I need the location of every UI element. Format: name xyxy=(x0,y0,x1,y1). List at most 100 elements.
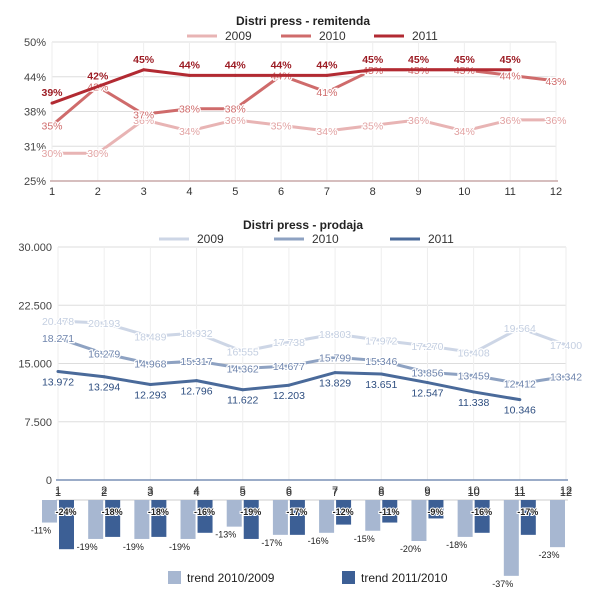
prodaja-data-point-2009 xyxy=(472,351,476,355)
prodaja-data-point-2011 xyxy=(472,390,476,394)
remitenda-legend-label-2010: 2010 xyxy=(319,29,346,43)
prodaja-data-label-2009: 17.972 xyxy=(365,335,397,347)
prodaja-x-tick-label: 9 xyxy=(424,485,430,497)
remitenda-x-tick-label: 3 xyxy=(141,186,147,198)
trend-data-label-trend-2010-2009: -23% xyxy=(538,550,559,560)
prodaja-data-point-2010 xyxy=(56,336,60,340)
trend-data-label-trend-2010-2009: -19% xyxy=(123,542,144,552)
prodaja-data-point-2011 xyxy=(518,398,522,402)
prodaja-data-label-2009: 19.564 xyxy=(504,323,536,335)
prodaja-data-point-2010 xyxy=(195,359,199,363)
remitenda-data-point-2009 xyxy=(554,118,558,122)
remitenda-data-label-2011: 44% xyxy=(225,59,247,71)
remitenda-data-label-2009: 36% xyxy=(225,115,246,127)
remitenda-data-point-2010 xyxy=(508,73,512,77)
prodaja-data-label-2010: 18.271 xyxy=(42,333,74,345)
prodaja-x-tick-label: 6 xyxy=(286,485,292,497)
remitenda-data-label-2009: 34% xyxy=(179,126,200,138)
remitenda-data-label-2011: 44% xyxy=(271,59,293,71)
prodaja-x-tick-label: 1 xyxy=(55,485,61,497)
remitenda-data-point-2011 xyxy=(233,73,237,77)
trend-data-label-trend-2010-2009: -19% xyxy=(169,542,190,552)
trend-legend-swatch xyxy=(342,571,355,584)
remitenda-y-tick-label: 44% xyxy=(24,72,46,84)
prodaja-data-label-2010: 14.677 xyxy=(273,361,305,373)
trend-data-label-trend-2011-2010: -19% xyxy=(240,507,261,517)
remitenda-data-point-2010 xyxy=(142,112,146,116)
remitenda-data-label-2009: 35% xyxy=(362,120,383,132)
remitenda-data-label-2010: 35% xyxy=(41,120,62,132)
prodaja-data-label-2011: 13.651 xyxy=(365,379,397,391)
trend-data-label-trend-2011-2010: -18% xyxy=(102,507,123,517)
remitenda-data-label-2011: 45% xyxy=(133,54,155,66)
trend-bar-trend-2011-2010 xyxy=(336,500,352,525)
prodaja-data-point-2011 xyxy=(56,369,60,373)
trend-bar-trend-2010-2009 xyxy=(88,500,104,539)
remitenda-data-point-2010 xyxy=(50,123,54,127)
prodaja-data-point-2011 xyxy=(379,372,383,376)
trend-bar-trend-2011-2010 xyxy=(105,500,121,537)
prodaja-x-tick-label: 2 xyxy=(101,485,107,497)
prodaja-data-label-2011: 12.293 xyxy=(134,390,166,402)
prodaja-data-point-2010 xyxy=(287,364,291,368)
prodaja-data-point-2009 xyxy=(379,338,383,342)
trend-x-tick-label: 12 xyxy=(560,487,572,499)
trend-data-label-trend-2010-2009: -18% xyxy=(446,540,467,550)
prodaja-data-point-2011 xyxy=(425,381,429,385)
prodaja-data-point-2010 xyxy=(518,382,522,386)
trend-data-label-trend-2011-2010: -18% xyxy=(148,507,169,517)
prodaja-x-tick-label: 10 xyxy=(468,485,480,497)
prodaja-data-point-2009 xyxy=(102,321,106,325)
trend-bar-trend-2010-2009 xyxy=(503,500,519,576)
remitenda-x-tick-label: 8 xyxy=(370,186,376,198)
remitenda-data-label-2009: 30% xyxy=(87,148,108,160)
prodaja-data-point-2009 xyxy=(333,332,337,336)
trend-data-label-trend-2011-2010: -9% xyxy=(427,507,443,517)
remitenda-data-label-2011: 45% xyxy=(408,54,430,66)
trend-bar-trend-2011-2010 xyxy=(474,500,490,533)
remitenda-data-point-2009 xyxy=(462,129,466,133)
trend-data-label-trend-2010-2009: -15% xyxy=(354,534,375,544)
prodaja-data-point-2010 xyxy=(425,370,429,374)
trend-x-tick-label: 10 xyxy=(468,487,480,499)
remitenda-data-point-2010 xyxy=(554,79,558,83)
prodaja-y-tick-label: 0 xyxy=(46,475,52,487)
prodaja-legend-label-2009: 2009 xyxy=(197,232,224,246)
prodaja-data-point-2009 xyxy=(56,319,60,323)
prodaja-legend-label-2011: 2011 xyxy=(428,232,454,246)
prodaja-data-point-2010 xyxy=(148,362,152,366)
remitenda-data-point-2009 xyxy=(187,129,191,133)
remitenda-y-tick-label: 25% xyxy=(24,176,46,188)
prodaja-x-tick-label: 4 xyxy=(193,485,199,497)
prodaja-data-label-2009: 17.400 xyxy=(550,340,582,352)
trend-bar-trend-2010-2009 xyxy=(134,500,150,539)
prodaja-data-label-2009: 17.270 xyxy=(411,341,443,353)
prodaja-data-label-2009: 18.932 xyxy=(180,328,212,340)
remitenda-data-label-2010: 41% xyxy=(316,87,337,99)
remitenda-x-tick-label: 6 xyxy=(278,186,284,198)
prodaja-data-label-2011: 13.829 xyxy=(319,378,351,390)
remitenda-data-label-2011: 44% xyxy=(179,59,201,71)
trend-data-label-trend-2011-2010: -16% xyxy=(194,507,215,517)
prodaja-data-label-2010: 14.968 xyxy=(134,359,166,371)
trend-bar-trend-2011-2010 xyxy=(59,500,74,550)
trend-bar-trend-2010-2009 xyxy=(42,500,57,523)
remitenda-data-point-2009 xyxy=(142,118,146,122)
trend-bar-trend-2011-2010 xyxy=(289,500,305,535)
prodaja-y-tick-label: 15.000 xyxy=(18,359,52,371)
trend-data-label-trend-2010-2009: -37% xyxy=(492,579,513,589)
trend-bar-trend-2011-2010 xyxy=(520,500,536,535)
prodaja-y-tick-label: 30.000 xyxy=(18,242,52,254)
trend-x-tick-label: 11 xyxy=(514,487,525,499)
remitenda-data-label-2009: 30% xyxy=(41,148,62,160)
prodaja-data-point-2010 xyxy=(564,374,568,378)
remitenda-series-line-2010 xyxy=(51,68,557,127)
prodaja-data-point-2010 xyxy=(102,352,106,356)
remitenda-y-tick-label: 50% xyxy=(24,37,46,49)
prodaja-data-point-2011 xyxy=(241,388,245,392)
remitenda-data-label-2011: 45% xyxy=(362,54,384,66)
remitenda-data-point-2011 xyxy=(371,68,375,72)
prodaja-data-label-2009: 16.408 xyxy=(458,348,490,360)
remitenda-data-label-2009: 36% xyxy=(408,115,429,127)
prodaja-data-label-2010: 15.317 xyxy=(180,356,212,368)
